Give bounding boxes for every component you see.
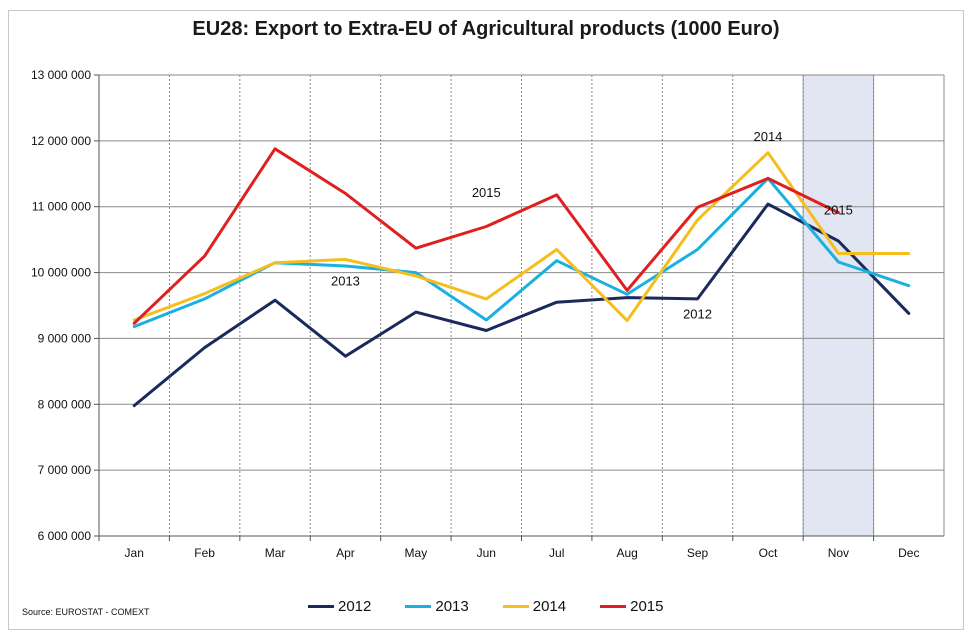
highlight-band — [802, 74, 875, 537]
y-tick-label: 9 000 000 — [38, 331, 92, 345]
annotation-2015: 2015 — [824, 203, 853, 218]
x-tick-label: Jul — [549, 546, 564, 560]
x-tick-label: May — [405, 546, 428, 560]
legend-label-2013: 2013 — [435, 597, 469, 615]
legend-item-2013: 2013 — [405, 597, 469, 615]
y-tick-label: 11 000 000 — [32, 200, 91, 214]
x-tick-label: Jun — [477, 546, 496, 560]
y-tick-label: 7 000 000 — [38, 463, 92, 477]
series-line-2015 — [132, 147, 840, 325]
y-tick-label: 12 000 000 — [31, 134, 91, 148]
chart-legend: 2012 2013 2014 2015 — [308, 596, 664, 616]
legend-item-2014: 2014 — [502, 597, 567, 615]
x-tick-label: Jan — [125, 546, 144, 560]
legend-swatch-2014 — [502, 604, 529, 608]
annotation-2013: 2013 — [331, 274, 360, 289]
x-tick-label: Oct — [759, 546, 778, 560]
legend-swatch-2015 — [600, 604, 627, 608]
x-tick-label: Dec — [898, 546, 919, 560]
annotation-2015: 2015 — [472, 185, 501, 200]
legend-label-2012: 2012 — [338, 597, 372, 615]
legend-swatch-2012 — [308, 604, 334, 608]
source-note: Source: EUROSTAT - COMEXT — [22, 607, 150, 617]
y-tick-label: 8 000 000 — [38, 397, 92, 411]
legend-item-2015: 2015 — [600, 597, 664, 615]
legend-label-2015: 2015 — [630, 597, 664, 615]
legend-label-2014: 2014 — [532, 597, 567, 615]
x-tick-label: Apr — [336, 546, 355, 560]
legend-swatch-2013 — [405, 604, 432, 608]
x-tick-label: Aug — [616, 546, 637, 560]
y-tick-label: 6 000 000 — [38, 529, 92, 543]
x-tick-label: Sep — [687, 546, 709, 560]
annotation-2012: 2012 — [683, 307, 712, 322]
series-line-2014 — [132, 151, 911, 323]
x-tick-label: Nov — [828, 546, 849, 560]
x-tick-label: Feb — [194, 546, 215, 560]
chart-title: EU28: Export to Extra-EU of Agricultural… — [192, 18, 780, 40]
x-tick-label: Mar — [265, 546, 286, 560]
y-tick-label: 13 000 000 — [31, 68, 91, 82]
series-line-2012 — [132, 202, 911, 408]
legend-item-2012: 2012 — [308, 598, 371, 615]
y-tick-label: 10 000 000 — [31, 266, 91, 280]
annotation-2014: 2014 — [753, 129, 782, 144]
